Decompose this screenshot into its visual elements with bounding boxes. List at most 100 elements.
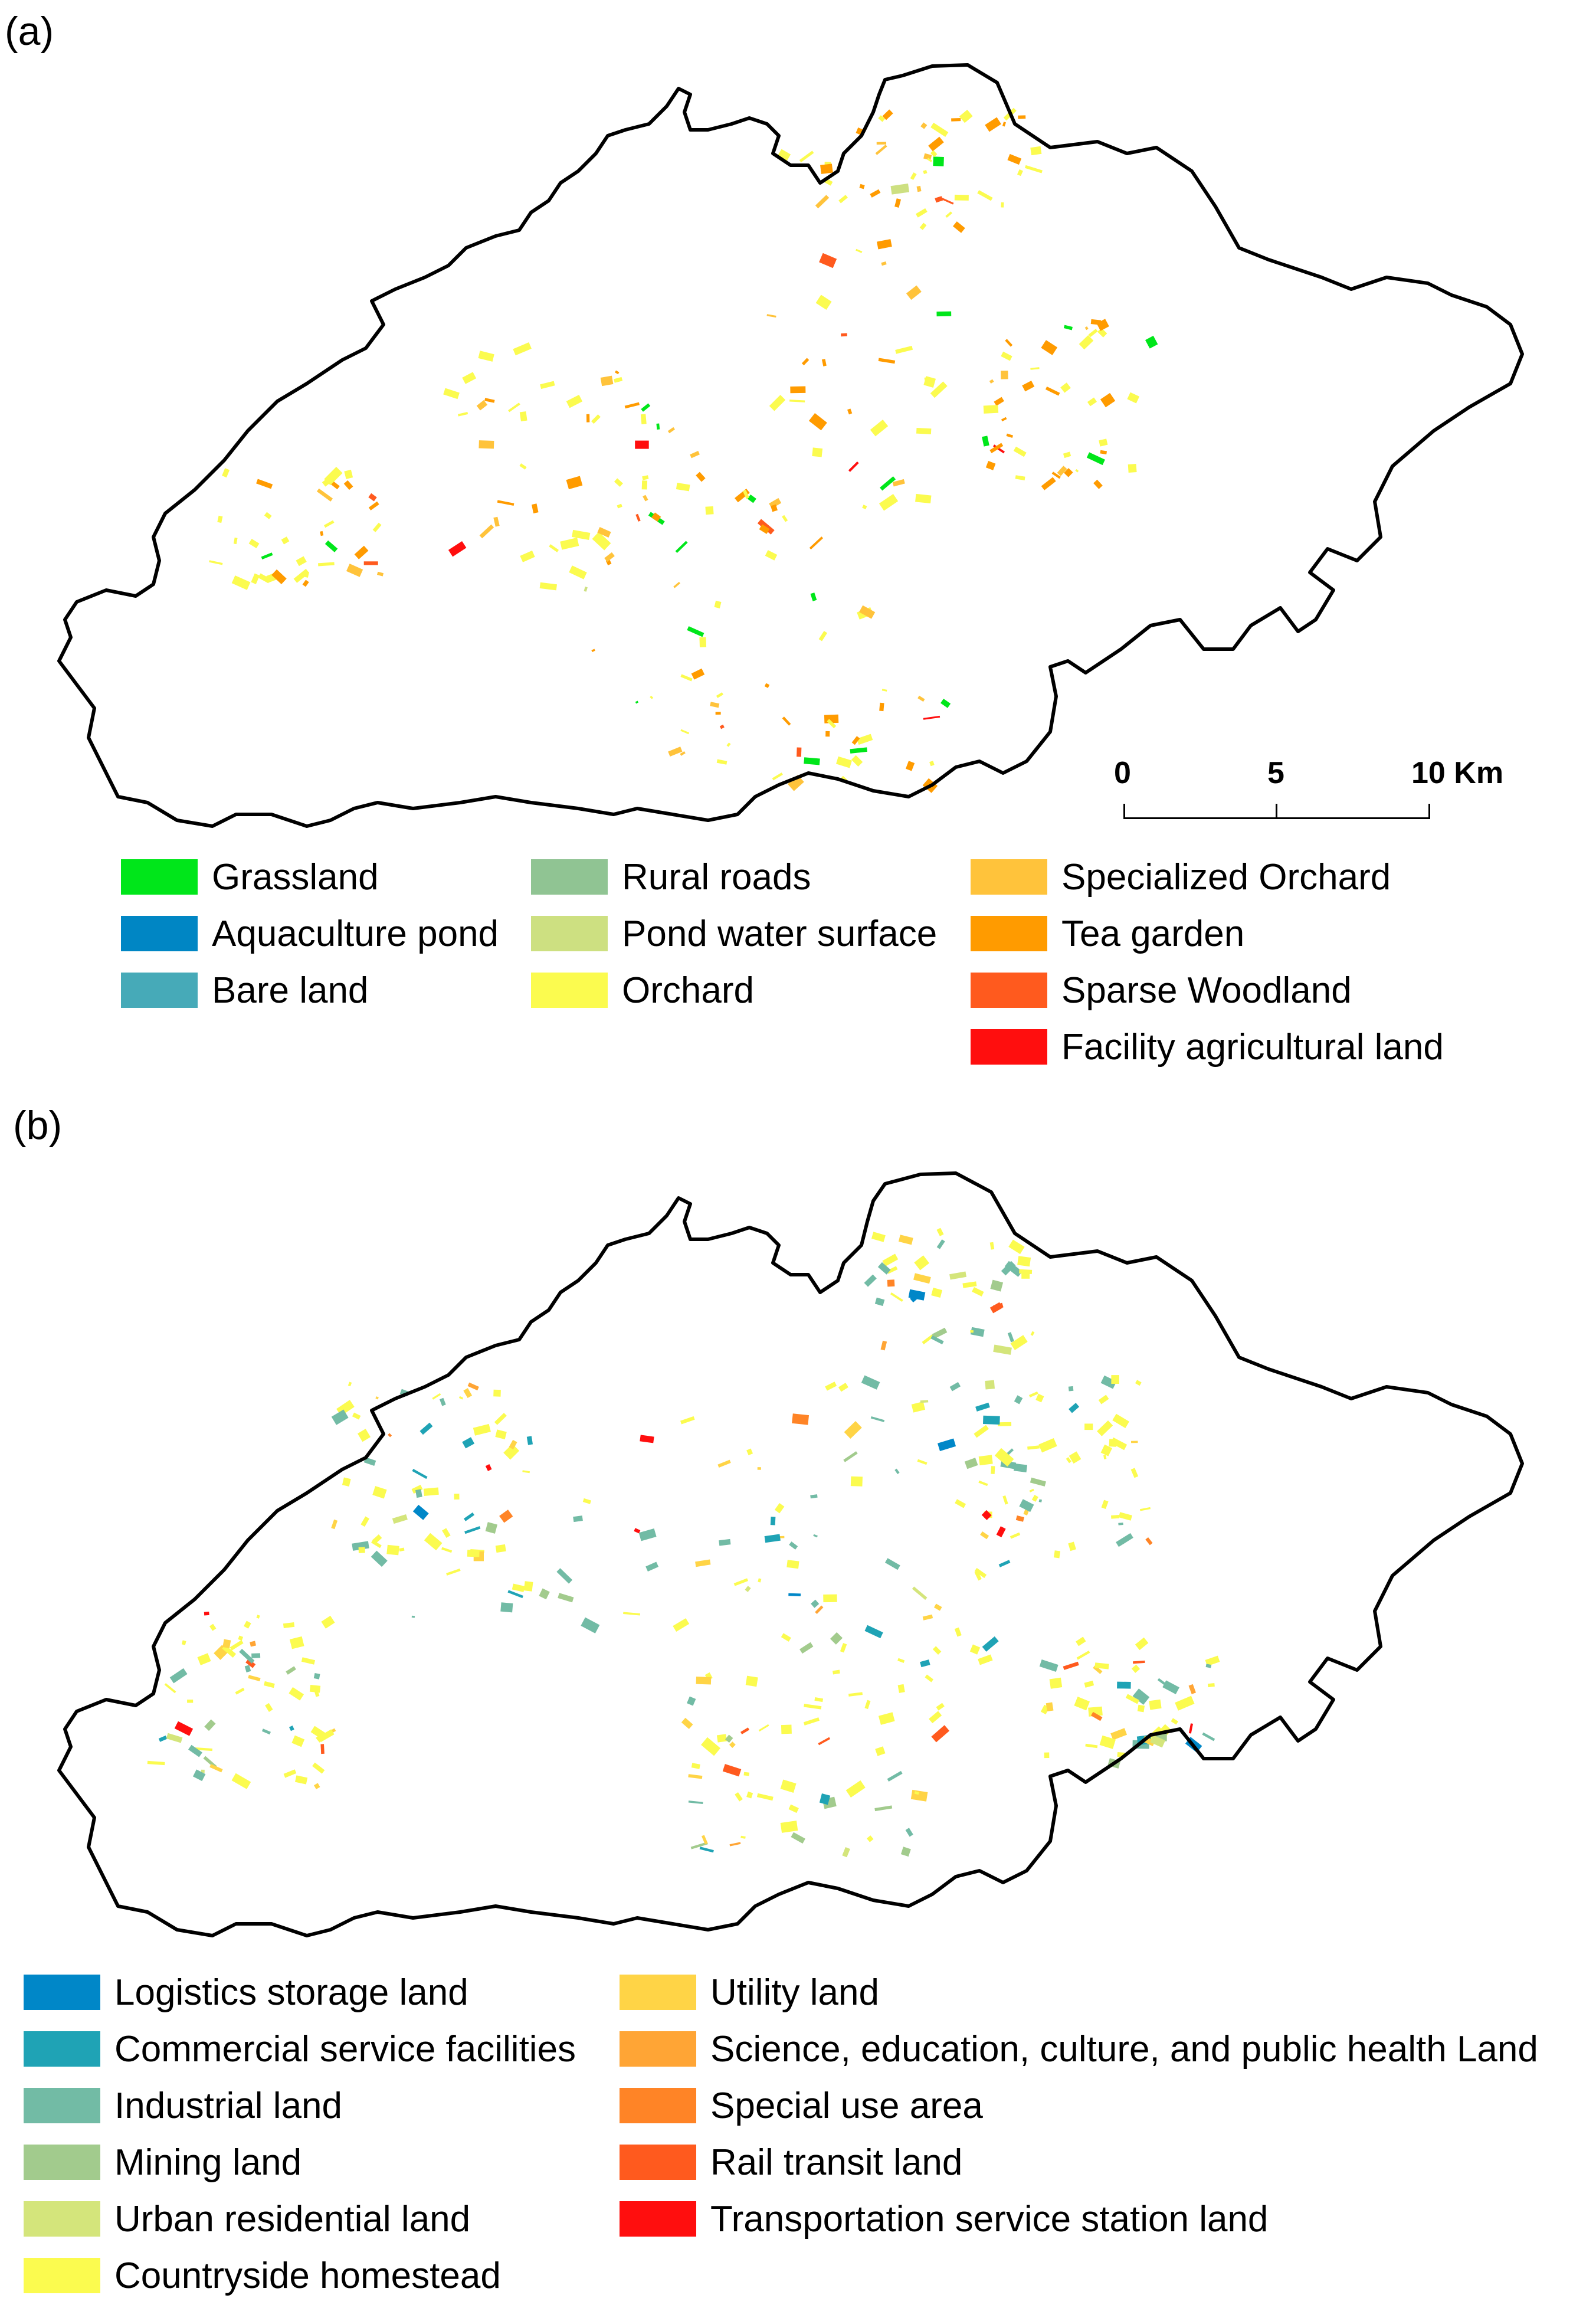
land-patch	[994, 1448, 1014, 1467]
land-patch	[1128, 464, 1137, 473]
land-patch	[464, 1526, 481, 1534]
land-patch	[251, 1653, 261, 1658]
land-patch	[1029, 1391, 1038, 1398]
land-patch	[1076, 1650, 1090, 1660]
land-patch	[1010, 1532, 1021, 1539]
land-patch	[331, 1409, 349, 1425]
legend-swatch	[121, 973, 198, 1008]
land-patch	[673, 581, 681, 588]
land-patch	[991, 1466, 995, 1474]
land-patch	[985, 117, 1001, 132]
land-patch	[743, 1772, 750, 1776]
land-patch	[882, 109, 893, 120]
land-patch	[651, 512, 661, 522]
land-patch	[256, 479, 273, 489]
land-patch	[1087, 397, 1097, 407]
land-patch	[812, 447, 823, 457]
land-patch	[1100, 392, 1116, 408]
land-patch	[352, 1412, 361, 1420]
land-patch	[877, 239, 892, 250]
land-patch	[301, 571, 309, 578]
land-patch	[342, 1477, 351, 1487]
land-patch	[964, 1458, 978, 1469]
land-patch	[799, 1642, 814, 1654]
land-patch	[843, 1451, 858, 1462]
land-patch	[231, 1773, 251, 1789]
land-patch	[915, 493, 932, 504]
legend-label: Science, education, culture, and public …	[710, 2028, 1538, 2070]
land-patch	[375, 1396, 379, 1400]
land-patch	[1002, 1495, 1008, 1505]
land-patch	[415, 1489, 422, 1498]
land-patch	[970, 1330, 974, 1333]
land-patch	[840, 1643, 847, 1653]
land-patch	[1131, 1664, 1141, 1673]
legend-label: Countryside homestead	[114, 2255, 501, 2296]
land-patch	[758, 1724, 769, 1732]
land-patch	[358, 1547, 365, 1553]
land-patch	[874, 1297, 885, 1307]
land-patch	[642, 475, 649, 480]
legend-swatch	[620, 2088, 696, 2123]
legend-a-item: Specialized Orchard	[971, 856, 1391, 898]
land-patch	[878, 1712, 895, 1725]
land-patch	[281, 536, 290, 545]
land-patch	[982, 1636, 999, 1652]
legend-label: Specialized Orchard	[1061, 856, 1391, 898]
land-patch	[1145, 1537, 1153, 1546]
land-patch	[920, 122, 928, 129]
land-patch	[691, 668, 705, 680]
land-patch	[1100, 450, 1107, 455]
land-patch	[519, 463, 527, 470]
land-patch	[989, 1302, 1003, 1314]
land-patch	[313, 1673, 320, 1680]
land-patch	[442, 1528, 451, 1538]
land-patch	[994, 397, 1004, 406]
land-patch	[1039, 1659, 1058, 1672]
land-patch	[462, 1437, 475, 1449]
land-patch	[680, 751, 686, 756]
land-patch	[745, 1675, 758, 1687]
land-patch	[197, 1653, 211, 1665]
land-patch	[1046, 1702, 1054, 1712]
legend-label: Utility land	[710, 1972, 879, 2013]
land-patch	[1093, 479, 1103, 489]
land-patch	[780, 1779, 797, 1793]
land-patch	[815, 195, 830, 209]
land-patch	[945, 211, 952, 218]
land-patch	[781, 1633, 791, 1642]
land-patch	[790, 386, 806, 394]
land-patch	[880, 1340, 887, 1351]
land-patch	[423, 1487, 439, 1496]
land-patch	[914, 1255, 930, 1271]
land-patch	[978, 1654, 993, 1665]
land-patch	[1075, 469, 1079, 473]
land-patch	[1162, 1680, 1179, 1694]
land-patch	[972, 1287, 984, 1297]
land-patch	[804, 1704, 822, 1710]
land-patch	[222, 468, 230, 478]
land-patch	[914, 1791, 919, 1795]
land-patch	[980, 1531, 989, 1540]
land-patch	[650, 695, 654, 699]
land-patch	[411, 1484, 423, 1494]
land-patch	[1097, 328, 1107, 338]
land-patch	[877, 1262, 891, 1275]
land-patch	[371, 1550, 388, 1567]
land-patch	[916, 208, 928, 218]
land-patch	[363, 1457, 376, 1466]
land-patch	[244, 1665, 251, 1672]
land-patch	[1019, 1269, 1033, 1275]
land-patch	[1175, 1695, 1195, 1711]
land-patch	[699, 1847, 714, 1853]
land-patch	[792, 1413, 810, 1425]
land-patch	[932, 1646, 942, 1655]
land-patch	[880, 476, 896, 491]
land-patch	[635, 700, 639, 704]
land-patch	[493, 516, 500, 527]
land-patch	[722, 1764, 742, 1777]
land-patch	[836, 756, 852, 768]
land-patch	[897, 1684, 905, 1693]
land-patch	[201, 1769, 205, 1773]
legend-a-item: Aquaculture pond	[121, 912, 499, 955]
